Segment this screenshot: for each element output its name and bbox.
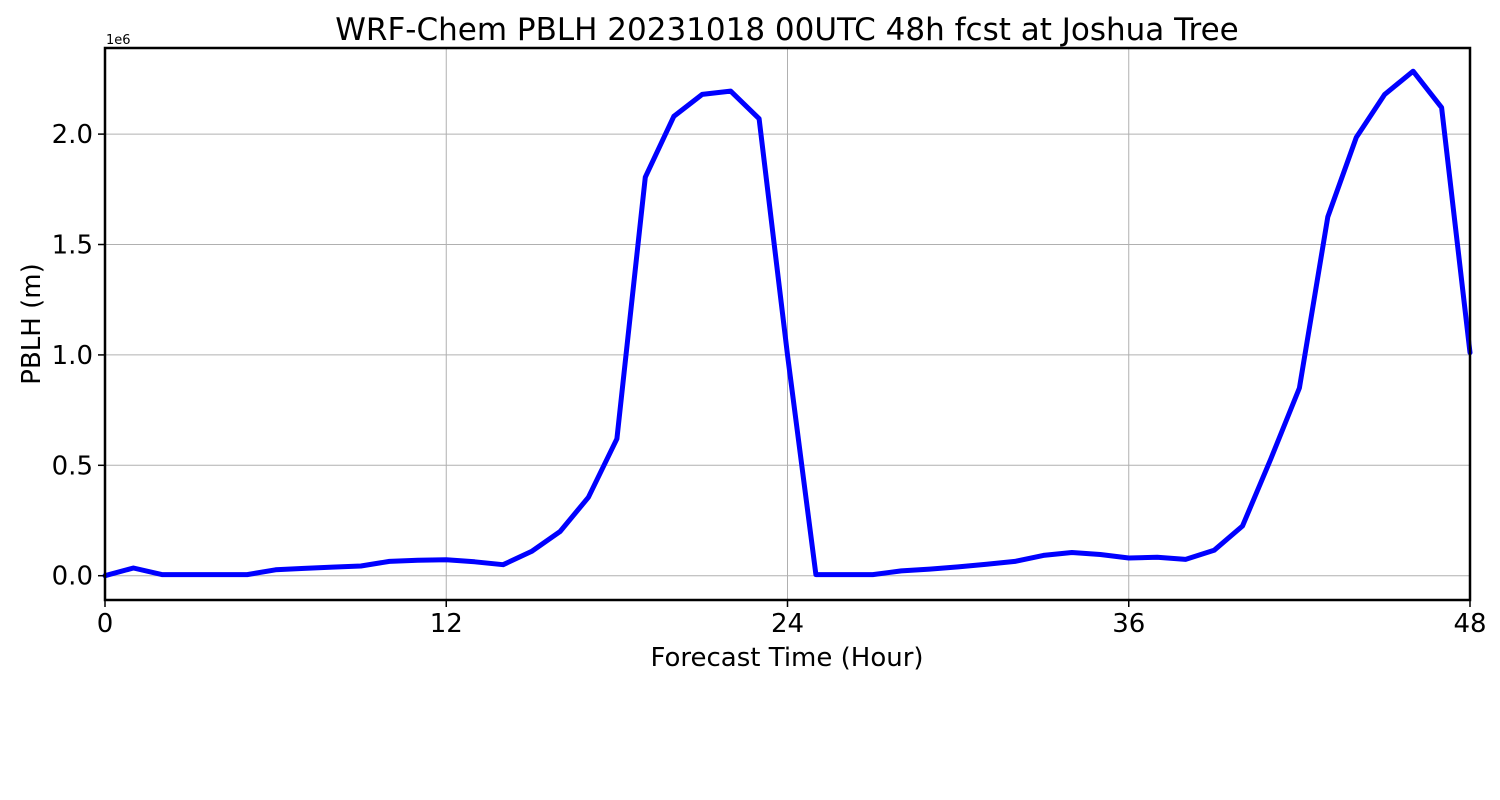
- x-tick-label: 12: [430, 609, 463, 639]
- grid-lines: [104, 48, 1471, 600]
- y-axis-offset-label: 1e6: [106, 33, 131, 48]
- x-tick-label: 24: [771, 609, 804, 639]
- pblh-series-line: [102, 68, 1473, 579]
- tick-marks: [98, 133, 1471, 607]
- y-tick-label: 2.0: [52, 120, 93, 150]
- chart-title: WRF-Chem PBLH 20231018 00UTC 48h fcst at…: [335, 12, 1238, 48]
- y-tick-label: 1.0: [52, 341, 93, 371]
- x-axis-label: Forecast Time (Hour): [650, 643, 923, 673]
- y-tick-label: 0.5: [52, 451, 93, 481]
- y-axis-label: PBLH (m): [17, 263, 47, 384]
- y-tick-label: 1.5: [52, 231, 93, 261]
- x-tick-label: 48: [1453, 609, 1486, 639]
- x-tick-label: 36: [1112, 609, 1145, 639]
- y-tick-label: 0.0: [52, 562, 93, 592]
- x-tick-label: 0: [97, 609, 114, 639]
